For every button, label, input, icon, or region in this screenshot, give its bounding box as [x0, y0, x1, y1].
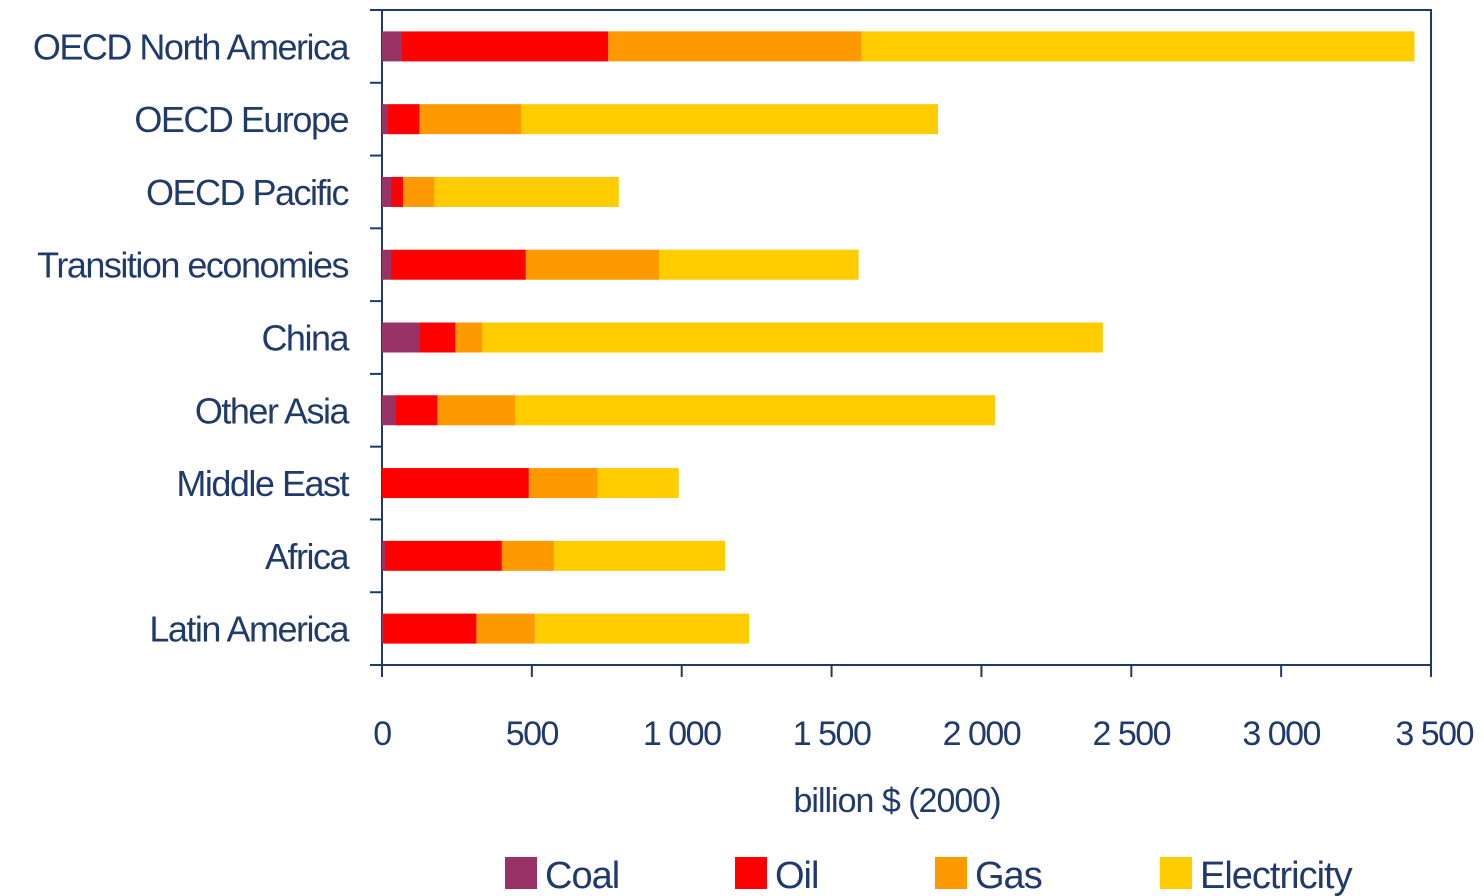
bar-africa-gas [502, 541, 554, 571]
category-label-africa: Africa [265, 536, 351, 577]
legend-label-coal: Coal [545, 855, 619, 896]
x-tick-label: 500 [506, 715, 559, 753]
legend-swatch-oil [735, 857, 767, 889]
legend-label-gas: Gas [975, 855, 1042, 896]
bar-oecd-europe-oil [388, 104, 419, 134]
legend-swatch-coal [505, 857, 537, 889]
x-tick-label: 3 000 [1242, 715, 1320, 753]
bar-oecd-europe-coal [382, 104, 388, 134]
bar-africa-oil [385, 541, 502, 571]
x-tick-label: 3 500 [1395, 715, 1473, 753]
category-label-oecd-pacific: OECD Pacific [146, 172, 350, 213]
bar-transition-economies-coal [382, 250, 391, 280]
bar-other-asia-coal [382, 395, 395, 425]
legend-swatch-electricity [1160, 857, 1192, 889]
x-tick-label: 2 000 [943, 715, 1021, 753]
bar-latin-america-oil [383, 614, 476, 644]
bar-china-coal [382, 323, 419, 353]
bar-china-electricity [482, 323, 1102, 353]
bar-china-gas [455, 323, 482, 353]
bar-middle-east-oil [382, 468, 529, 498]
legend: Coal Oil Gas Electricity [505, 855, 1353, 896]
bar-transition-economies-gas [526, 250, 659, 280]
bar-latin-america-coal [382, 614, 383, 644]
bar-other-asia-electricity [515, 395, 995, 425]
bar-transition-economies-electricity [659, 250, 858, 280]
bar-other-asia-gas [437, 395, 515, 425]
legend-label-electricity: Electricity [1200, 855, 1353, 896]
bar-oecd-north-america-gas [608, 31, 861, 61]
bar-oecd-pacific-oil [391, 177, 403, 207]
bar-latin-america-electricity [535, 614, 749, 644]
category-label-latin-america: Latin America [149, 609, 350, 650]
bar-oecd-north-america-coal [382, 31, 401, 61]
x-tick-label: 1 500 [793, 715, 871, 753]
x-tick-label: 2 500 [1092, 715, 1170, 753]
bar-oecd-pacific-electricity [434, 177, 618, 207]
bar-middle-east-electricity [598, 468, 679, 498]
bar-middle-east-gas [529, 468, 598, 498]
y-axis: OECD North America OECD Europe OECD Pacifi… [33, 10, 382, 665]
x-tick-label: 0 [373, 715, 391, 753]
bar-transition-economies-oil [391, 250, 526, 280]
bar-oecd-europe-electricity [521, 104, 938, 134]
bar-oecd-pacific-coal [382, 177, 391, 207]
x-axis: 0 500 1 000 1 500 2 000 2 500 3 000 3 500 [373, 665, 1473, 753]
legend-swatch-gas [935, 857, 967, 889]
category-label-oecd-europe: OECD Europe [134, 99, 348, 140]
bar-africa-electricity [554, 541, 725, 571]
legend-label-oil: Oil [775, 855, 818, 896]
bar-oecd-north-america-electricity [862, 31, 1415, 61]
bar-oecd-pacific-gas [403, 177, 434, 207]
category-label-transition-economies: Transition economies [37, 245, 348, 286]
category-label-china: China [261, 318, 350, 359]
bar-oecd-europe-gas [419, 104, 521, 134]
category-label-other-asia: Other Asia [195, 390, 351, 431]
bar-china-oil [419, 323, 455, 353]
category-label-oecd-north-america: OECD North America [33, 26, 351, 67]
bar-oecd-north-america-oil [401, 31, 608, 61]
x-axis-title: billion $ (2000) [793, 782, 1000, 820]
bar-africa-coal [382, 541, 385, 571]
bars [382, 31, 1415, 643]
bar-latin-america-gas [476, 614, 534, 644]
category-label-middle-east: Middle East [176, 463, 349, 504]
x-tick-label: 1 000 [643, 715, 721, 753]
bar-other-asia-oil [395, 395, 437, 425]
